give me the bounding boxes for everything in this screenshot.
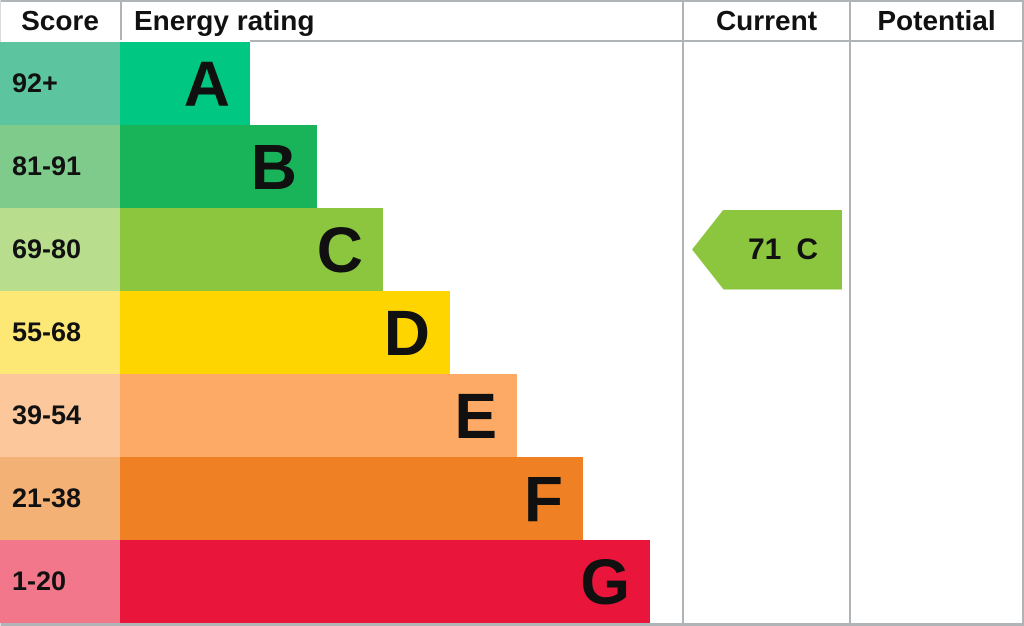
score-range-f: 21-38 bbox=[0, 457, 120, 540]
band-row-g: 1-20 G bbox=[0, 540, 1024, 623]
current-potential-divider bbox=[849, 2, 851, 623]
score-range-c: 69-80 bbox=[0, 208, 120, 291]
band-row-c: 69-80 C bbox=[0, 208, 1024, 291]
score-column-header: Score bbox=[21, 5, 99, 36]
band-row-a: 92+ A bbox=[0, 42, 1024, 125]
band-row-b: 81-91 B bbox=[0, 125, 1024, 208]
current-band-letter: C bbox=[796, 232, 819, 266]
top-border bbox=[0, 0, 1024, 2]
score-range-b: 81-91 bbox=[0, 125, 120, 208]
score-range-e: 39-54 bbox=[0, 374, 120, 457]
right-border bbox=[1022, 0, 1024, 626]
band-row-f: 21-38 F bbox=[0, 457, 1024, 540]
band-bar-e: E bbox=[120, 374, 517, 457]
score-range-d: 55-68 bbox=[0, 291, 120, 374]
score-range-a: 92+ bbox=[0, 42, 120, 125]
band-bar-f: F bbox=[120, 457, 583, 540]
score-energy-divider bbox=[120, 2, 122, 40]
potential-column-header: Potential bbox=[877, 5, 996, 36]
current-rating-arrow: 71 C bbox=[692, 209, 842, 290]
band-row-d: 55-68 D bbox=[0, 291, 1024, 374]
bottom-border bbox=[0, 623, 1024, 626]
band-bar-g: G bbox=[120, 540, 650, 623]
score-range-g: 1-20 bbox=[0, 540, 120, 623]
band-bar-d: D bbox=[120, 291, 450, 374]
header-bottom-rule bbox=[250, 40, 1022, 42]
energy-current-divider bbox=[682, 2, 684, 623]
current-score-value: 71 bbox=[747, 232, 782, 266]
current-column-header: Current bbox=[715, 5, 818, 36]
band-bar-b: B bbox=[120, 125, 317, 208]
band-row-e: 39-54 E bbox=[0, 374, 1024, 457]
energy-rating-column-header: Energy rating bbox=[134, 5, 315, 36]
band-bar-a: A bbox=[120, 42, 250, 125]
band-bar-c: C bbox=[120, 208, 383, 291]
